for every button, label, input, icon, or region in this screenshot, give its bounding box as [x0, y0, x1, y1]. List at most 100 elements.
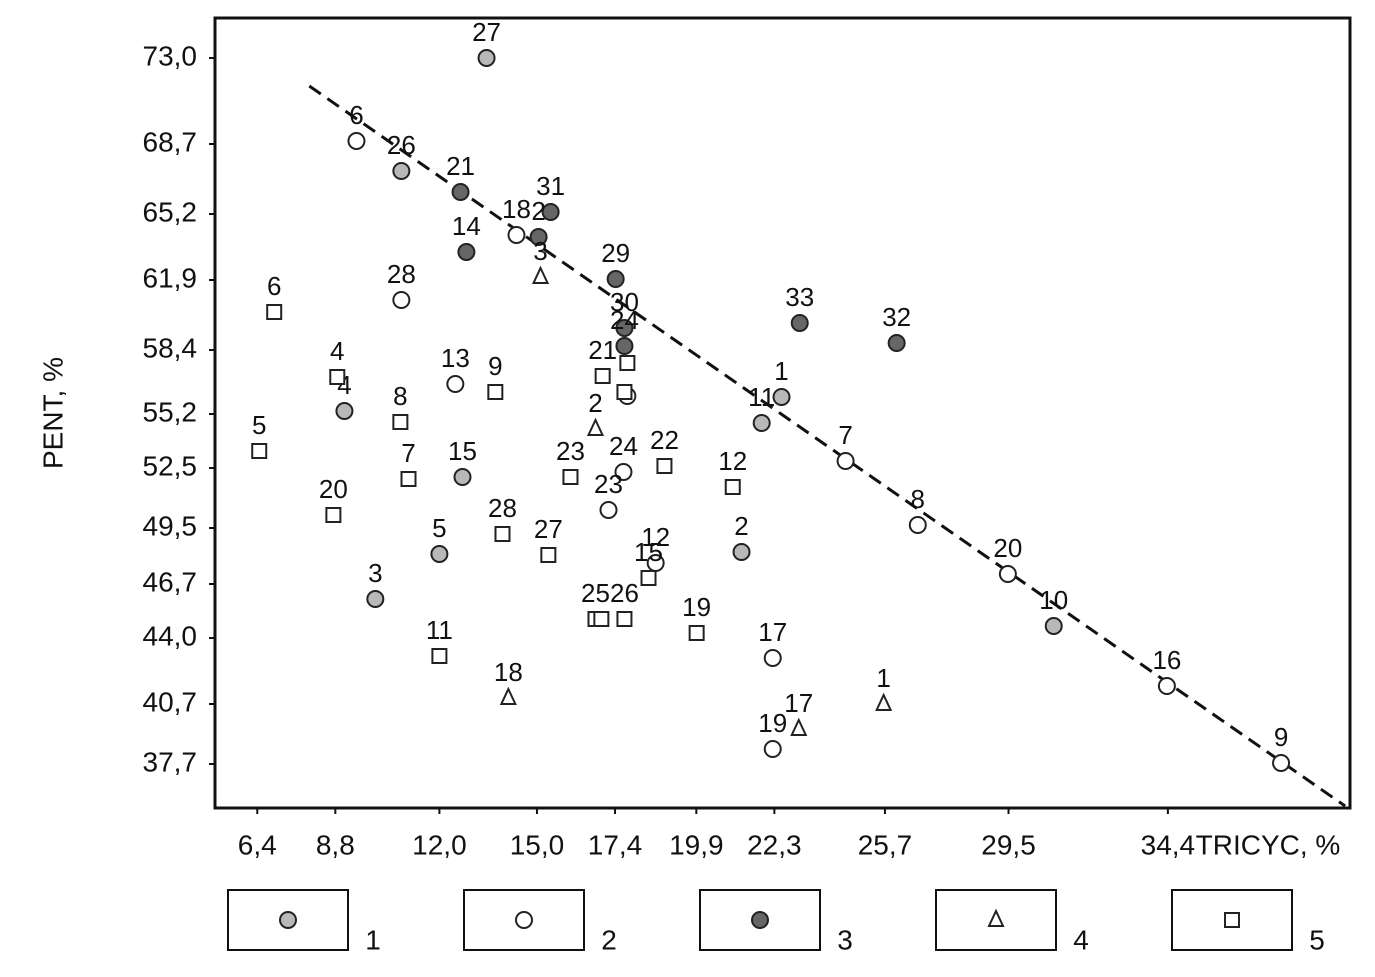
point [875, 692, 893, 711]
x-tick-label: 17,4 [588, 829, 643, 860]
point [732, 543, 751, 561]
point-label: 20 [993, 533, 1022, 563]
point [251, 443, 268, 459]
legend-marker [515, 911, 533, 929]
point [998, 565, 1017, 583]
point [431, 648, 448, 664]
point [790, 314, 809, 332]
point [599, 501, 618, 519]
x-tick-label: 34,4 [1141, 829, 1196, 860]
point [908, 516, 927, 534]
y-tick-label: 55,2 [143, 396, 198, 427]
point [392, 291, 411, 309]
y-tick-label: 68,7 [143, 126, 198, 157]
x-tick-label: 29,5 [981, 829, 1036, 860]
point-label: 2 [588, 388, 602, 418]
point [507, 226, 526, 244]
point-label: 11 [426, 615, 453, 645]
point-label: 26 [610, 578, 639, 608]
point-label: 8 [393, 381, 407, 411]
legend-marker [751, 911, 769, 929]
legend-box [227, 889, 349, 951]
x-tick-label: 25,7 [858, 829, 913, 860]
point-label: 23 [556, 436, 585, 466]
point-label: 31 [536, 171, 565, 201]
x-tick-label: 8,8 [316, 829, 355, 860]
point [772, 388, 791, 406]
point [499, 686, 517, 705]
point-label: 1 [774, 356, 788, 386]
y-tick-label: 73,0 [143, 40, 198, 71]
point [640, 570, 657, 586]
point [366, 590, 385, 608]
point-label: 19 [758, 708, 787, 738]
legend-label: 3 [837, 924, 853, 955]
y-tick-label: 49,5 [143, 510, 198, 541]
point-label: 21 [446, 151, 475, 181]
legend-label: 2 [601, 924, 617, 955]
point [430, 545, 449, 563]
point-label: 28 [387, 259, 416, 289]
point-label: 17 [784, 688, 813, 718]
point-label: 13 [441, 343, 470, 373]
point-label: 21 [588, 335, 617, 365]
point [392, 162, 411, 180]
point [724, 479, 741, 495]
point [477, 49, 496, 67]
point [453, 468, 472, 486]
point-label: 1 [876, 663, 890, 693]
point-label: 25 [581, 578, 610, 608]
point-label: 24 [609, 431, 638, 461]
point-label: 18 [502, 194, 531, 224]
point [529, 228, 548, 246]
point [586, 417, 605, 436]
point-label: 20 [319, 474, 348, 504]
point-label: 7 [401, 438, 415, 468]
point-label: 22 [650, 425, 679, 455]
point-label: 2 [734, 511, 748, 541]
point-label: 17 [758, 617, 787, 647]
point-label: 9 [1274, 722, 1288, 752]
x-tick-label: 22,3 [747, 829, 802, 860]
point-label: 15 [448, 436, 477, 466]
point [593, 611, 610, 627]
y-tick-label: 44,0 [143, 620, 198, 651]
y-tick-label: 61,9 [143, 262, 198, 293]
x-tick-label: 19,9 [669, 829, 724, 860]
point [392, 414, 409, 430]
point-label: 5 [252, 410, 266, 440]
point-label: 24 [610, 305, 639, 335]
point-label: 9 [488, 351, 502, 381]
point [616, 384, 633, 400]
point [790, 717, 808, 736]
point [887, 334, 906, 352]
point-label: 26 [387, 130, 416, 160]
point [329, 369, 346, 385]
point-label: 32 [882, 302, 911, 332]
point [594, 368, 611, 384]
point [1272, 754, 1291, 772]
y-tick-label: 58,4 [143, 332, 198, 363]
point [763, 649, 782, 667]
point-label: 12 [718, 446, 747, 476]
point [619, 355, 636, 371]
point [562, 469, 579, 485]
point-label: 8 [911, 484, 925, 514]
point-label: 30 [610, 287, 639, 317]
point-label: 27 [472, 17, 501, 47]
point-label: 33 [785, 282, 814, 312]
point [616, 611, 633, 627]
x-tick-label: 12,0 [412, 829, 467, 860]
trend-line [308, 84, 1346, 808]
y-tick-label: 65,2 [143, 196, 198, 227]
point [266, 304, 283, 320]
point-label: 14 [452, 211, 481, 241]
y-tick-label: 37,7 [143, 746, 198, 777]
point [763, 740, 782, 758]
point [688, 625, 705, 641]
point [446, 375, 465, 393]
point [531, 265, 550, 284]
point-label: 12 [641, 522, 670, 552]
point-label: 28 [488, 493, 517, 523]
